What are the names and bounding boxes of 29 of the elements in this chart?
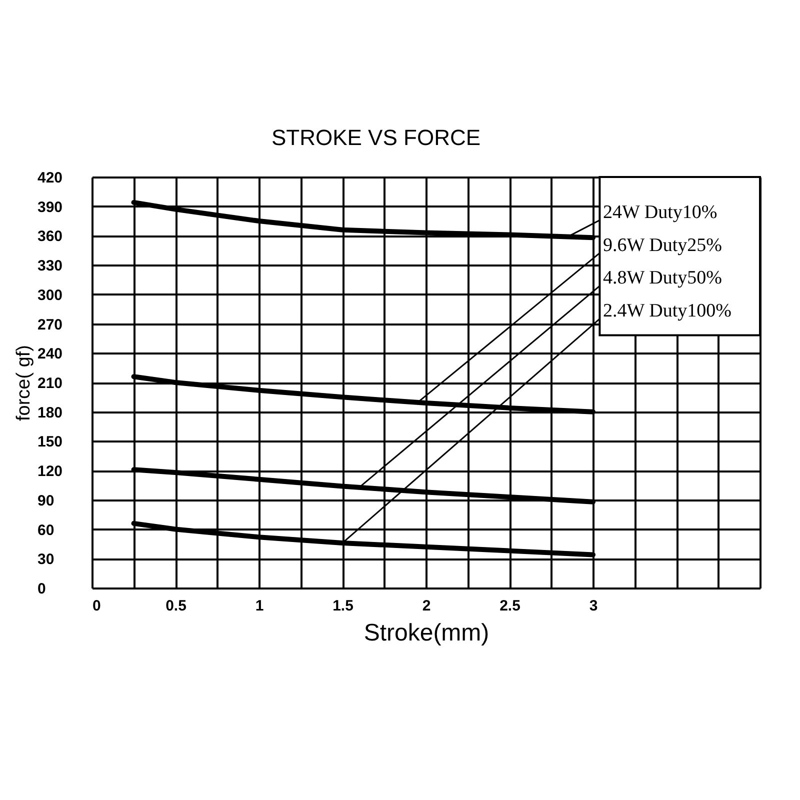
y-tick-label: 390 — [38, 198, 63, 216]
y-tick-label: 180 — [38, 404, 63, 422]
x-tick-label: 1.5 — [332, 598, 354, 614]
text: 9.6W Duty25% — [603, 234, 722, 256]
y-tick-label: 120 — [38, 463, 63, 480]
text: 4.8W Duty50% — [603, 268, 722, 289]
x-tick-label: 0.5 — [166, 598, 186, 614]
x-tick-label: 2 — [422, 598, 431, 614]
series-label: 24W Duty10% — [603, 202, 718, 223]
y-tick-label: 210 — [38, 375, 63, 392]
y-tick-label: 90 — [38, 492, 54, 510]
y-tick-label: 420 — [38, 170, 63, 186]
y-tick-label: 150 — [38, 434, 63, 451]
y-tick-label: 360 — [38, 228, 63, 246]
y-tick-label: 330 — [38, 258, 63, 275]
text: 2.4W Duty100% — [603, 300, 732, 322]
y-tick-label: 0 — [38, 580, 46, 598]
y-tick-label: 300 — [38, 286, 63, 304]
x-tick-label: 0 — [92, 598, 101, 614]
x-axis-title: Stroke(mm) — [364, 620, 490, 646]
y-tick-label: 270 — [38, 316, 63, 334]
x-tick-label: 1 — [255, 598, 264, 614]
y-tick-label: 240 — [38, 346, 63, 363]
y-tick-label: 60 — [38, 522, 54, 539]
chart-title: STROKE VS FORCE — [271, 125, 481, 150]
x-tick-label: 3 — [589, 598, 598, 614]
y-tick-label: 30 — [38, 551, 54, 568]
x-tick-label: 2.5 — [500, 598, 520, 614]
y-axis-title: force( gf) — [14, 344, 34, 422]
